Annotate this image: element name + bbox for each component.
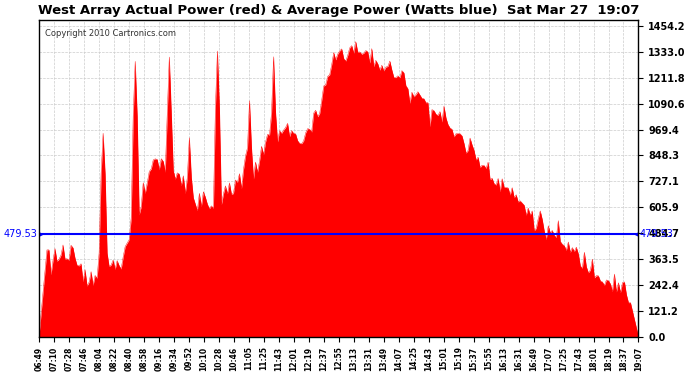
Text: Copyright 2010 Cartronics.com: Copyright 2010 Cartronics.com: [45, 29, 176, 38]
Text: 479.53: 479.53: [640, 229, 673, 239]
Title: West Array Actual Power (red) & Average Power (Watts blue)  Sat Mar 27  19:07: West Array Actual Power (red) & Average …: [38, 4, 640, 17]
Text: 479.53: 479.53: [4, 229, 38, 239]
